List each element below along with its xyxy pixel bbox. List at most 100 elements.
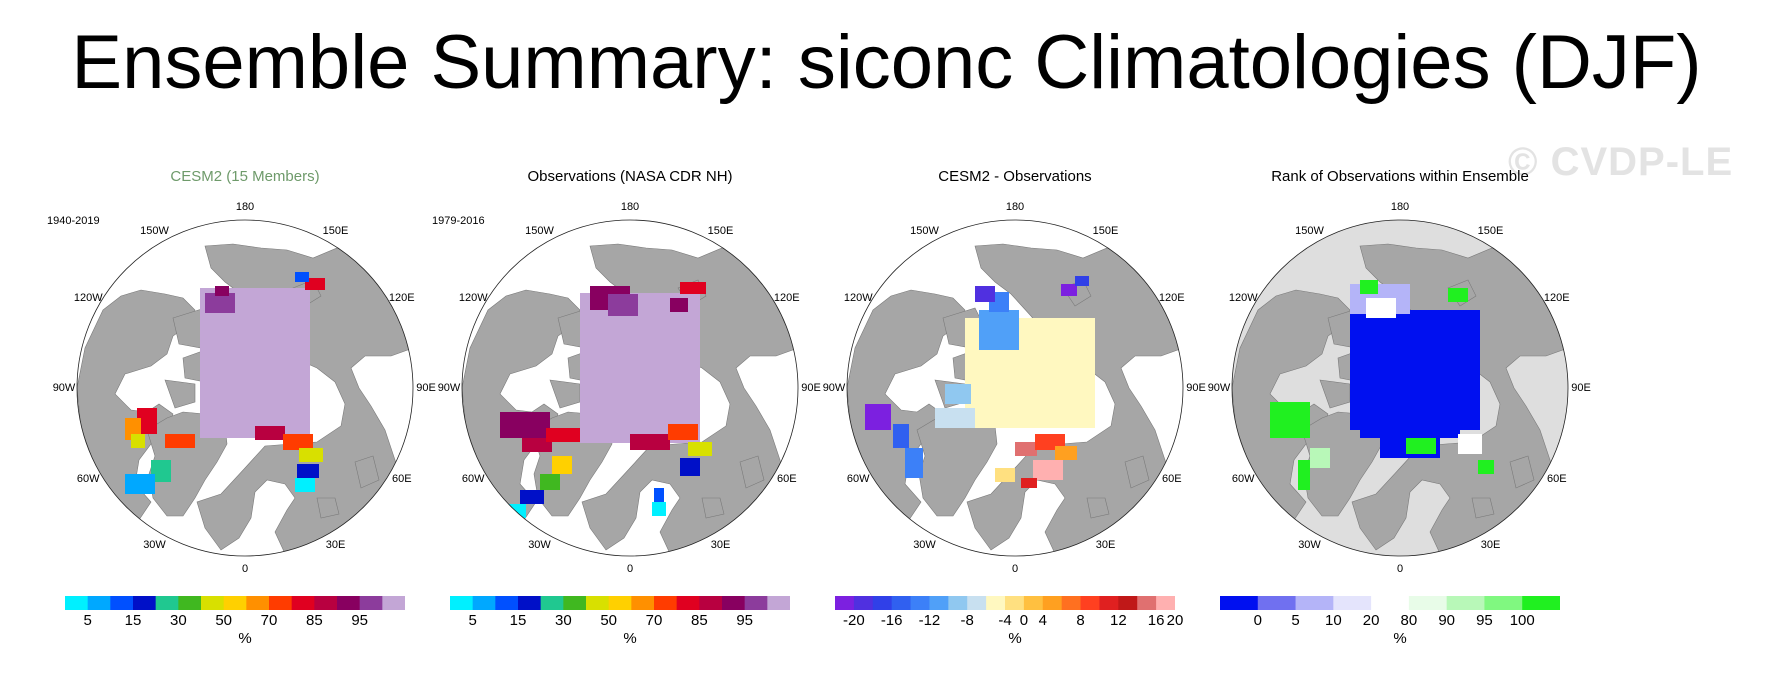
longitude-label: 150E	[707, 225, 734, 238]
sea-ice-cell	[688, 442, 712, 456]
sea-ice-cell	[1448, 288, 1468, 302]
longitude-label: 180	[1005, 201, 1025, 213]
sea-ice-cell	[1021, 478, 1037, 488]
colorbar-swatch	[1080, 596, 1100, 610]
longitude-label: 30W	[528, 538, 551, 551]
longitude-label: 180	[1390, 201, 1410, 213]
sea-ice-cell	[295, 272, 309, 282]
colorbar-swatch	[654, 596, 678, 610]
sea-ice-cell	[299, 448, 323, 462]
colorbar-swatch	[744, 596, 768, 610]
units-label: %	[238, 630, 252, 647]
longitude-label: 60W	[461, 472, 485, 485]
colorbar-swatch	[450, 596, 474, 610]
sea-ice-cell	[1360, 280, 1378, 294]
colorbar-swatch	[722, 596, 746, 610]
colorbar	[835, 596, 1175, 610]
land-polygon	[701, 497, 725, 519]
land-polygon	[1086, 497, 1110, 519]
colorbar-swatch	[495, 596, 519, 610]
sea-ice-cell	[552, 456, 572, 474]
map-panel-observations: Observations (NASA CDR NH) 1979-2016 % 1…	[420, 160, 840, 660]
sea-ice-cell	[520, 490, 544, 504]
land-polygon	[847, 289, 966, 521]
sea-ice-cell	[1061, 284, 1077, 296]
colorbar-swatch	[1118, 596, 1138, 610]
longitude-label: 30W	[1298, 538, 1321, 551]
sea-ice-cell	[590, 318, 670, 378]
colorbar-swatch	[563, 596, 587, 610]
longitude-label: 150W	[1295, 225, 1324, 238]
sea-ice-cell	[995, 468, 1015, 482]
map-boundary	[1231, 219, 1569, 557]
longitude-label: 30W	[143, 538, 166, 551]
colorbar-swatch	[359, 596, 383, 610]
colorbar-tick-label: 15	[509, 612, 527, 629]
sea-ice-cell	[1055, 446, 1077, 460]
colorbar-tick-label: 30	[169, 612, 187, 629]
longitude-label: 120W	[1228, 291, 1258, 304]
colorbar-swatch	[929, 596, 949, 610]
sea-ice-cell	[1310, 448, 1330, 468]
colorbar-swatch	[767, 596, 790, 610]
map-boundary	[461, 219, 799, 557]
colorbar-swatch	[948, 596, 968, 610]
colorbar-swatch	[178, 596, 202, 610]
sea-ice-cell	[255, 426, 285, 440]
colorbar-swatch	[110, 596, 134, 610]
longitude-label: 60W	[76, 472, 100, 485]
colorbar-tick-label: 95	[1476, 612, 1493, 629]
sea-ice-cell	[1033, 460, 1063, 480]
sea-ice-cell	[131, 434, 145, 448]
map-boundary	[846, 219, 1184, 557]
sea-ice-cell	[1015, 442, 1037, 456]
longitude-label: 120W	[843, 291, 873, 304]
longitude-label: 90E	[416, 382, 436, 394]
colorbar-tick-label: 5	[1291, 612, 1300, 629]
colorbar-swatch	[291, 596, 315, 610]
colorbar-swatch	[586, 596, 610, 610]
colorbar-swatch	[1042, 596, 1063, 610]
colorbar-swatch	[1295, 596, 1334, 610]
land-polygon	[739, 455, 765, 489]
land-polygon	[462, 289, 581, 521]
colorbar-tick-label: -12	[918, 612, 941, 629]
longitude-label: 60E	[1161, 472, 1182, 485]
colorbar-swatch	[1156, 596, 1175, 610]
colorbar-swatch	[155, 596, 179, 610]
colorbar-swatch	[1220, 596, 1259, 610]
colorbar-swatch	[853, 596, 874, 610]
colorbar-tick-label: 15	[124, 612, 142, 629]
colorbar-swatch	[518, 596, 542, 610]
land-polygon	[316, 497, 340, 519]
colorbar-swatch	[1137, 596, 1157, 610]
colorbar-swatch	[540, 596, 564, 610]
land-polygon	[1509, 455, 1535, 489]
colorbar-tick-label: 0	[1253, 612, 1262, 629]
units-label: %	[1393, 630, 1407, 647]
colorbar-tick-label: 95	[351, 612, 368, 629]
longitude-label: 150W	[910, 225, 939, 238]
sea-ice-cell	[522, 438, 552, 452]
sea-ice-cell	[1406, 438, 1436, 454]
colorbar-swatch	[1257, 596, 1297, 610]
sea-ice-cell	[935, 408, 975, 428]
sea-ice-cell	[680, 458, 700, 476]
colorbar-swatch	[1023, 596, 1044, 610]
colorbar-swatch	[1408, 596, 1448, 610]
colorbar-tick-label: 12	[1109, 612, 1127, 629]
colorbar-swatch	[835, 596, 855, 610]
sea-ice-cell	[287, 290, 307, 304]
units-label: %	[623, 630, 637, 647]
panel-title: CESM2 (15 Members)	[170, 168, 320, 185]
colorbar-tick-label: 85	[305, 612, 323, 629]
colorbar-swatch	[201, 596, 225, 610]
longitude-label: 0	[1396, 563, 1404, 575]
panel-title: Observations (NASA CDR NH)	[527, 168, 733, 185]
colorbar-swatch	[699, 596, 723, 610]
longitude-label: 30E	[325, 538, 346, 551]
colorbar-swatch	[1005, 596, 1025, 610]
polar-map	[76, 219, 414, 557]
colorbar-swatch	[382, 596, 405, 610]
longitude-label: 30E	[1480, 538, 1501, 551]
